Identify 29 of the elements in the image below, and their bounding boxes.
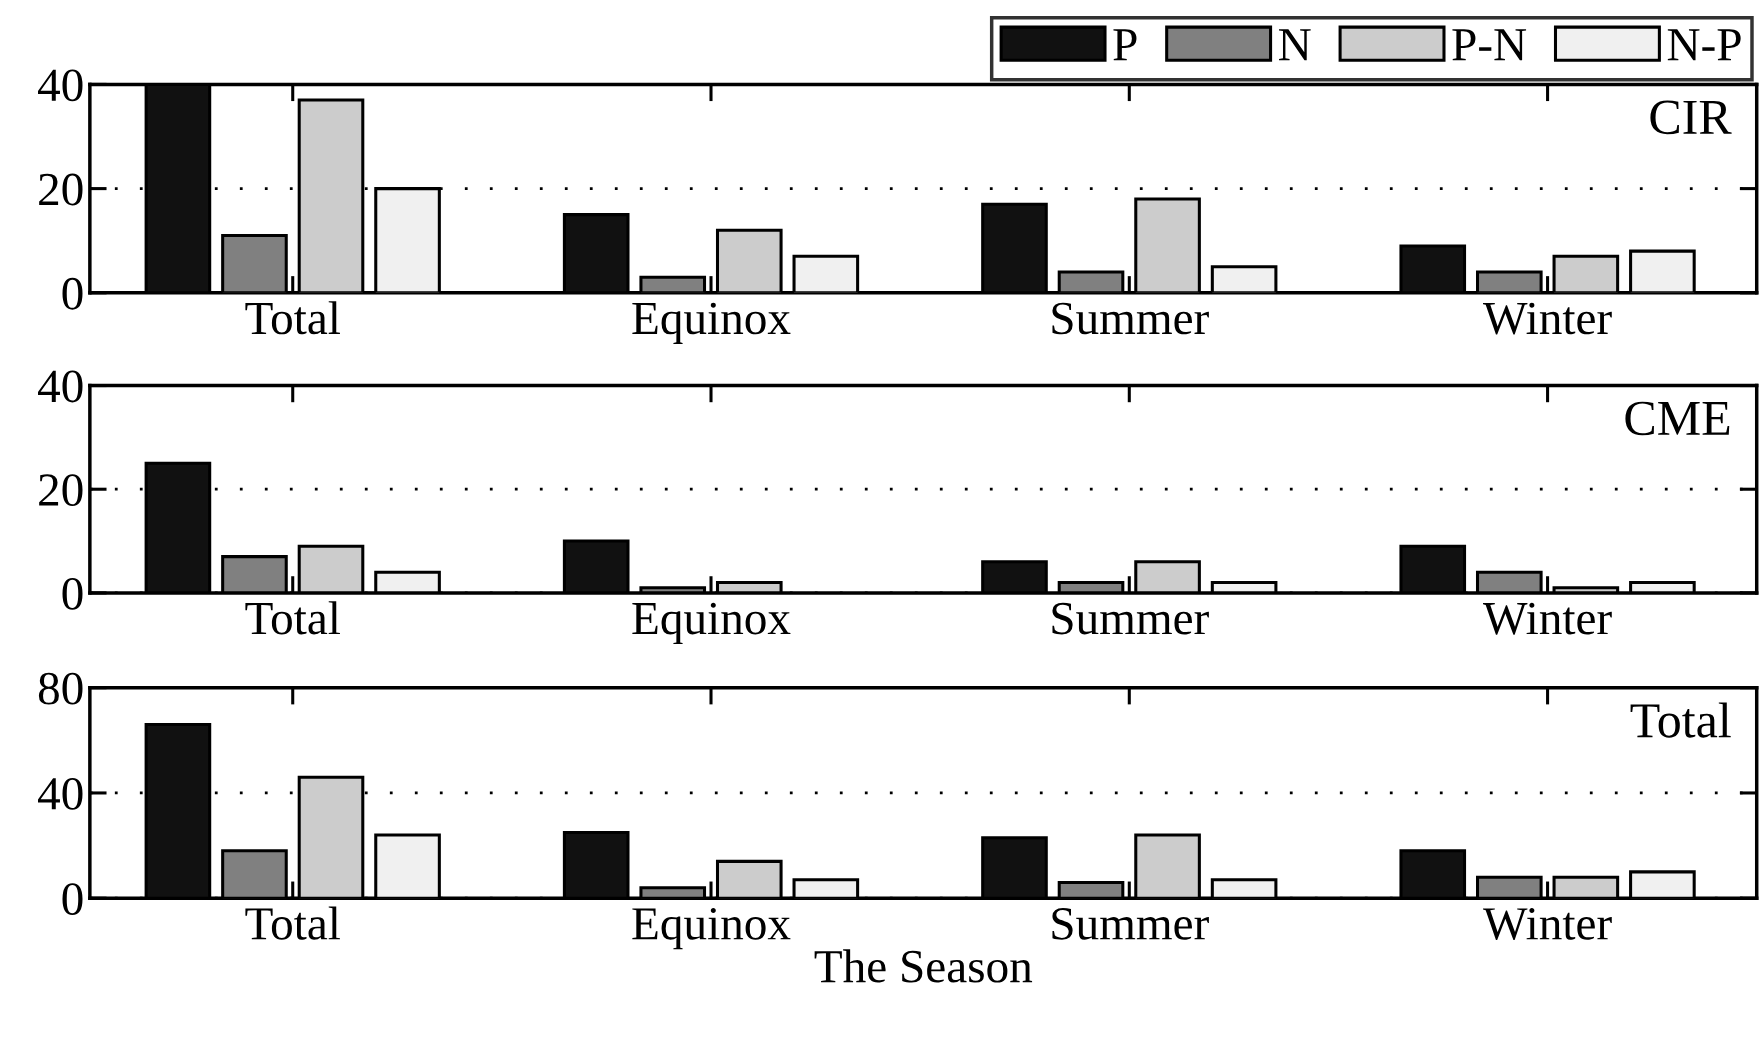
x-tick-label: Total [245, 301, 340, 335]
y-tick-label: 80 [38, 672, 83, 705]
chart-title: CIR [1650, 100, 1732, 135]
y-tick-label: 40 [38, 777, 83, 810]
y-tick-label: 40 [38, 69, 83, 102]
y-tick-label: 0 [62, 277, 83, 310]
legend-label: N-P [1667, 29, 1741, 61]
y-tick-label: 20 [39, 173, 83, 206]
x-tick-label: Summer [1052, 302, 1209, 335]
legend-label: P [1113, 29, 1137, 61]
y-tick-label: 0 [62, 577, 83, 610]
x-tick-label: Winter [1483, 302, 1612, 335]
chart-title: Total [1630, 702, 1731, 738]
x-axis-title: The Season [814, 949, 1033, 983]
x-tick-label: Equinox [632, 908, 791, 950]
x-tick-label: Summer [1052, 908, 1209, 940]
chart-title: CME [1625, 401, 1730, 436]
x-tick-label: Equinox [632, 302, 791, 344]
x-tick-label: Summer [1052, 602, 1209, 635]
x-tick-label: Total [245, 906, 340, 940]
y-tick-label: 40 [38, 370, 83, 403]
y-tick-label: 20 [39, 474, 83, 507]
x-tick-label: Equinox [632, 602, 791, 645]
legend-label: N [1279, 29, 1311, 61]
y-tick-label: 0 [62, 883, 83, 916]
x-tick-label: Winter [1483, 602, 1612, 635]
legend-label: P-N [1452, 29, 1527, 61]
x-tick-label: Total [245, 601, 340, 635]
x-tick-label: Winter [1483, 908, 1612, 941]
